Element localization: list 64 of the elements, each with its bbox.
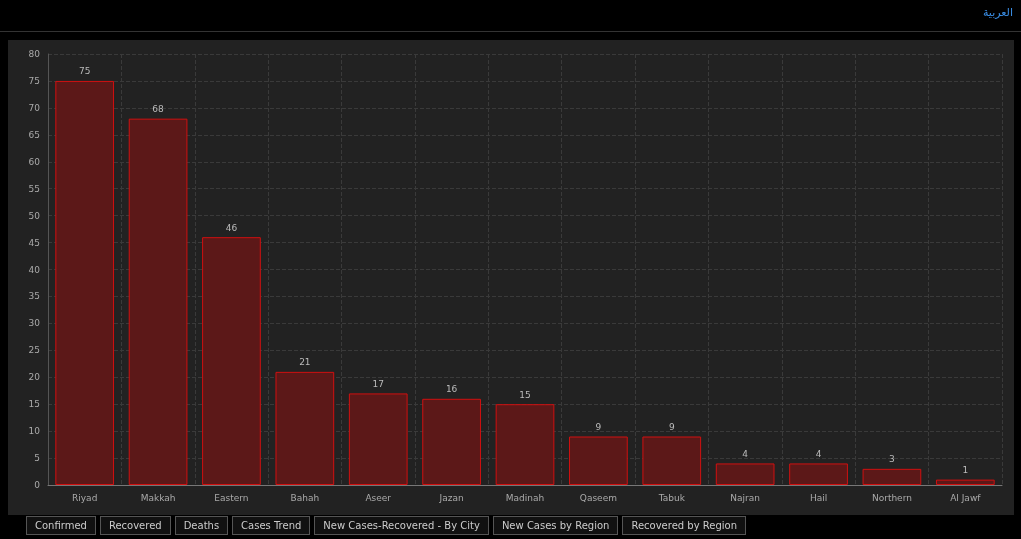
- text: Deaths: [174, 516, 229, 535]
- data-label: 68: [152, 104, 165, 115]
- y-tick-label: 80: [28, 49, 41, 59]
- y-tick-label: 60: [28, 156, 41, 167]
- y-tick-label: 40: [28, 264, 41, 275]
- x-tick-label: Najran: [730, 492, 760, 503]
- data-label: 9: [668, 422, 675, 433]
- y-tick-label: 30: [28, 318, 41, 329]
- x-tick-label: Northern: [871, 492, 912, 503]
- bar: [55, 80, 115, 485]
- data-label: 46: [225, 222, 238, 233]
- x-tick-label: Tabuk: [657, 492, 686, 503]
- x-tick-label: Madinah: [505, 492, 545, 503]
- text: New Cases by Region: [492, 516, 619, 535]
- x-tick-label: Aseer: [365, 492, 392, 503]
- y-tick-label: 15: [28, 399, 40, 410]
- bar: [348, 393, 408, 485]
- bar: [935, 479, 995, 485]
- text: New Cases-Recovered - By City: [314, 516, 489, 535]
- bar: [862, 468, 922, 485]
- x-tick-label: Riyad: [72, 492, 98, 503]
- y-tick-label: 25: [28, 345, 40, 356]
- data-label: 17: [372, 378, 384, 389]
- x-tick-label: Hail: [809, 492, 828, 503]
- y-tick-label: 10: [28, 426, 41, 437]
- bar: [275, 371, 335, 485]
- data-label: 75: [78, 66, 91, 77]
- data-label: 15: [519, 389, 531, 400]
- y-tick-label: 75: [28, 75, 40, 86]
- x-tick-label: Makkah: [140, 492, 176, 503]
- bar: [642, 436, 702, 485]
- text: العربية: [982, 6, 1013, 19]
- text: Recovered by Region: [622, 516, 747, 535]
- text: Confirmed: [26, 516, 96, 535]
- y-tick-label: 45: [28, 237, 40, 248]
- y-tick-label: 20: [28, 372, 41, 383]
- y-tick-label: 50: [28, 210, 41, 221]
- bar: [789, 463, 848, 485]
- bar: [715, 463, 775, 485]
- data-label: 4: [815, 448, 822, 459]
- y-tick-label: 65: [28, 129, 40, 140]
- x-tick-label: Bahah: [290, 492, 320, 503]
- text: Cases Trend: [232, 516, 311, 535]
- y-tick-label: 35: [28, 291, 40, 302]
- bar: [202, 237, 261, 485]
- data-label: 21: [299, 357, 311, 368]
- data-label: 16: [445, 384, 458, 395]
- bar: [569, 436, 628, 485]
- text: Recovered: [99, 516, 171, 535]
- bar: [422, 398, 481, 485]
- data-label: 4: [742, 448, 749, 459]
- y-tick-label: 5: [34, 453, 40, 464]
- data-label: 3: [889, 454, 895, 465]
- bar: [495, 404, 555, 485]
- data-label: 9: [595, 422, 602, 433]
- y-tick-label: 70: [28, 102, 41, 113]
- data-label: 1: [962, 465, 969, 476]
- x-tick-label: Al Jawf: [950, 492, 982, 503]
- y-tick-label: 55: [28, 183, 40, 194]
- x-tick-label: Eastern: [214, 492, 249, 503]
- x-tick-label: Jazan: [438, 492, 464, 503]
- bar: [128, 118, 188, 485]
- x-tick-label: Qaseem: [579, 492, 617, 503]
- y-tick-label: 0: [34, 480, 41, 490]
